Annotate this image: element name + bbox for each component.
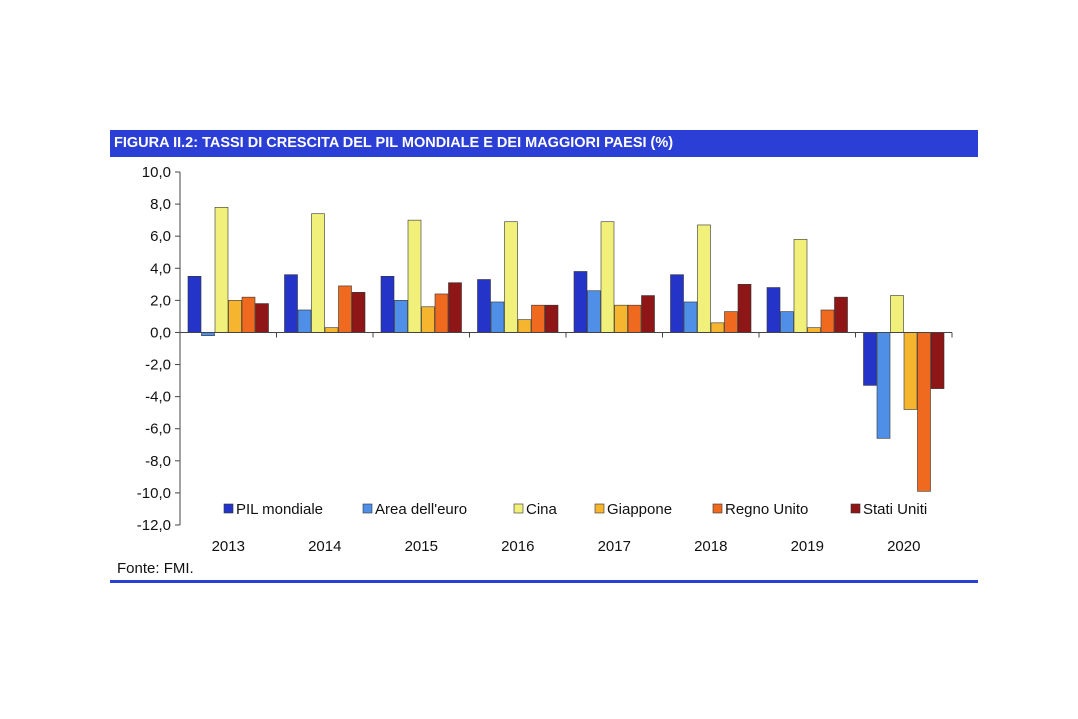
bar-pil-mondiale-2020 bbox=[863, 332, 877, 386]
bar-area-dell-euro-2014 bbox=[297, 309, 312, 333]
category-label: 2013 bbox=[212, 538, 245, 555]
bar-giappone-2020 bbox=[903, 332, 918, 410]
bar-regno-unito-2013 bbox=[241, 296, 256, 333]
bar-regno-unito-2015 bbox=[434, 293, 449, 333]
bar-cina-2016 bbox=[504, 221, 518, 333]
legend-label: Area dell'euro bbox=[375, 501, 467, 518]
y-tick-label: 0,0 bbox=[150, 324, 171, 341]
bar-area-dell-euro-2015 bbox=[394, 300, 408, 333]
bar-pil-mondiale-2016 bbox=[477, 279, 491, 333]
y-tick-label: 6,0 bbox=[150, 228, 171, 245]
x-axis bbox=[179, 331, 953, 338]
legend-label: Cina bbox=[526, 501, 558, 518]
category-label: 2018 bbox=[694, 538, 727, 555]
bar-area-dell-euro-2019 bbox=[780, 311, 794, 333]
legend-swatch bbox=[594, 503, 605, 514]
bar-area-dell-euro-2016 bbox=[490, 301, 505, 333]
bar-cina-2019 bbox=[793, 239, 808, 333]
bar-regno-unito-2014 bbox=[338, 285, 352, 333]
legend-swatch bbox=[362, 503, 373, 514]
bar-giappone-2015 bbox=[421, 306, 435, 333]
bar-giappone-2018 bbox=[710, 322, 725, 333]
bar-area-dell-euro-2017 bbox=[587, 290, 601, 333]
bar-cina-2015 bbox=[407, 219, 422, 333]
bar-regno-unito-2016 bbox=[531, 304, 545, 333]
legend: PIL mondiale Area dell'euro Cina Giappone Re… bbox=[223, 501, 927, 518]
bar-stati-uniti-2019 bbox=[834, 296, 848, 333]
bar-giappone-2017 bbox=[614, 304, 628, 333]
bar-pil-mondiale-2017 bbox=[573, 271, 588, 333]
category-label: 2017 bbox=[598, 538, 631, 555]
bar-area-dell-euro-2018 bbox=[683, 301, 698, 333]
bar-regno-unito-2019 bbox=[820, 309, 835, 333]
y-tick-label: 2,0 bbox=[150, 292, 171, 309]
bar-pil-mondiale-2019 bbox=[766, 287, 781, 333]
bar-giappone-2019 bbox=[807, 327, 821, 333]
bar-regno-unito-2018 bbox=[724, 311, 738, 333]
figure-title: FIGURA II.2: TASSI DI CRESCITA DEL PIL M… bbox=[110, 130, 978, 157]
y-tick-label: 10,0 bbox=[142, 164, 171, 181]
legend-swatch bbox=[712, 503, 723, 514]
bar-stati-uniti-2013 bbox=[255, 303, 269, 333]
legend-swatch bbox=[223, 503, 234, 514]
legend-label: Stati Uniti bbox=[863, 501, 927, 518]
bar-stati-uniti-2016 bbox=[544, 304, 559, 333]
bar-pil-mondiale-2015 bbox=[380, 275, 395, 333]
bar-stati-uniti-2020 bbox=[930, 332, 945, 389]
bar-cina-2013 bbox=[214, 207, 229, 333]
bar-stati-uniti-2014 bbox=[351, 292, 366, 333]
category-label: 2014 bbox=[308, 538, 341, 555]
bars bbox=[187, 207, 945, 492]
category-label: 2015 bbox=[405, 538, 438, 555]
category-label: 2019 bbox=[791, 538, 824, 555]
y-axis: 10,0 8,0 6,0 4,0 2,0 0,0 -2,0 -4,0 -6,0 -8,0 -10,0… bbox=[137, 164, 181, 534]
category-label: 2016 bbox=[501, 538, 534, 555]
legend-label: Regno Unito bbox=[725, 501, 808, 518]
legend-label: PIL mondiale bbox=[236, 501, 323, 518]
bar-giappone-2013 bbox=[228, 300, 242, 333]
bar-area-dell-euro-2020 bbox=[876, 332, 891, 439]
bottom-rule bbox=[110, 580, 978, 583]
y-tick-label: 8,0 bbox=[150, 196, 171, 213]
bar-cina-2018 bbox=[697, 224, 711, 333]
bar-cina-2020 bbox=[890, 295, 904, 333]
y-tick-label: -2,0 bbox=[145, 357, 171, 374]
bar-regno-unito-2017 bbox=[627, 304, 642, 333]
bar-giappone-2014 bbox=[324, 327, 339, 333]
y-tick-label: -10,0 bbox=[137, 485, 171, 502]
bar-stati-uniti-2017 bbox=[641, 295, 655, 333]
y-tick-label: -8,0 bbox=[145, 453, 171, 470]
bar-stati-uniti-2015 bbox=[448, 282, 462, 333]
bar-pil-mondiale-2018 bbox=[670, 274, 684, 333]
bar-cina-2014 bbox=[311, 213, 325, 333]
bar-pil-mondiale-2014 bbox=[284, 274, 298, 333]
category-labels: 2013 2014 2015 2016 2017 2018 2019 2020 bbox=[212, 538, 921, 555]
bar-stati-uniti-2018 bbox=[737, 284, 752, 333]
y-tick-label: 4,0 bbox=[150, 260, 171, 277]
y-tick-label: -6,0 bbox=[145, 421, 171, 438]
legend-swatch bbox=[850, 503, 861, 514]
bar-giappone-2016 bbox=[517, 319, 532, 333]
category-label: 2020 bbox=[887, 538, 920, 555]
legend-label: Giappone bbox=[607, 501, 672, 518]
y-tick-label: -12,0 bbox=[137, 517, 171, 534]
y-tick-label: -4,0 bbox=[145, 389, 171, 406]
legend-swatch bbox=[513, 503, 524, 514]
source-note: Fonte: FMI. bbox=[117, 560, 194, 577]
bar-pil-mondiale-2013 bbox=[187, 275, 202, 333]
bar-cina-2017 bbox=[600, 221, 615, 333]
bar-regno-unito-2020 bbox=[917, 332, 931, 492]
